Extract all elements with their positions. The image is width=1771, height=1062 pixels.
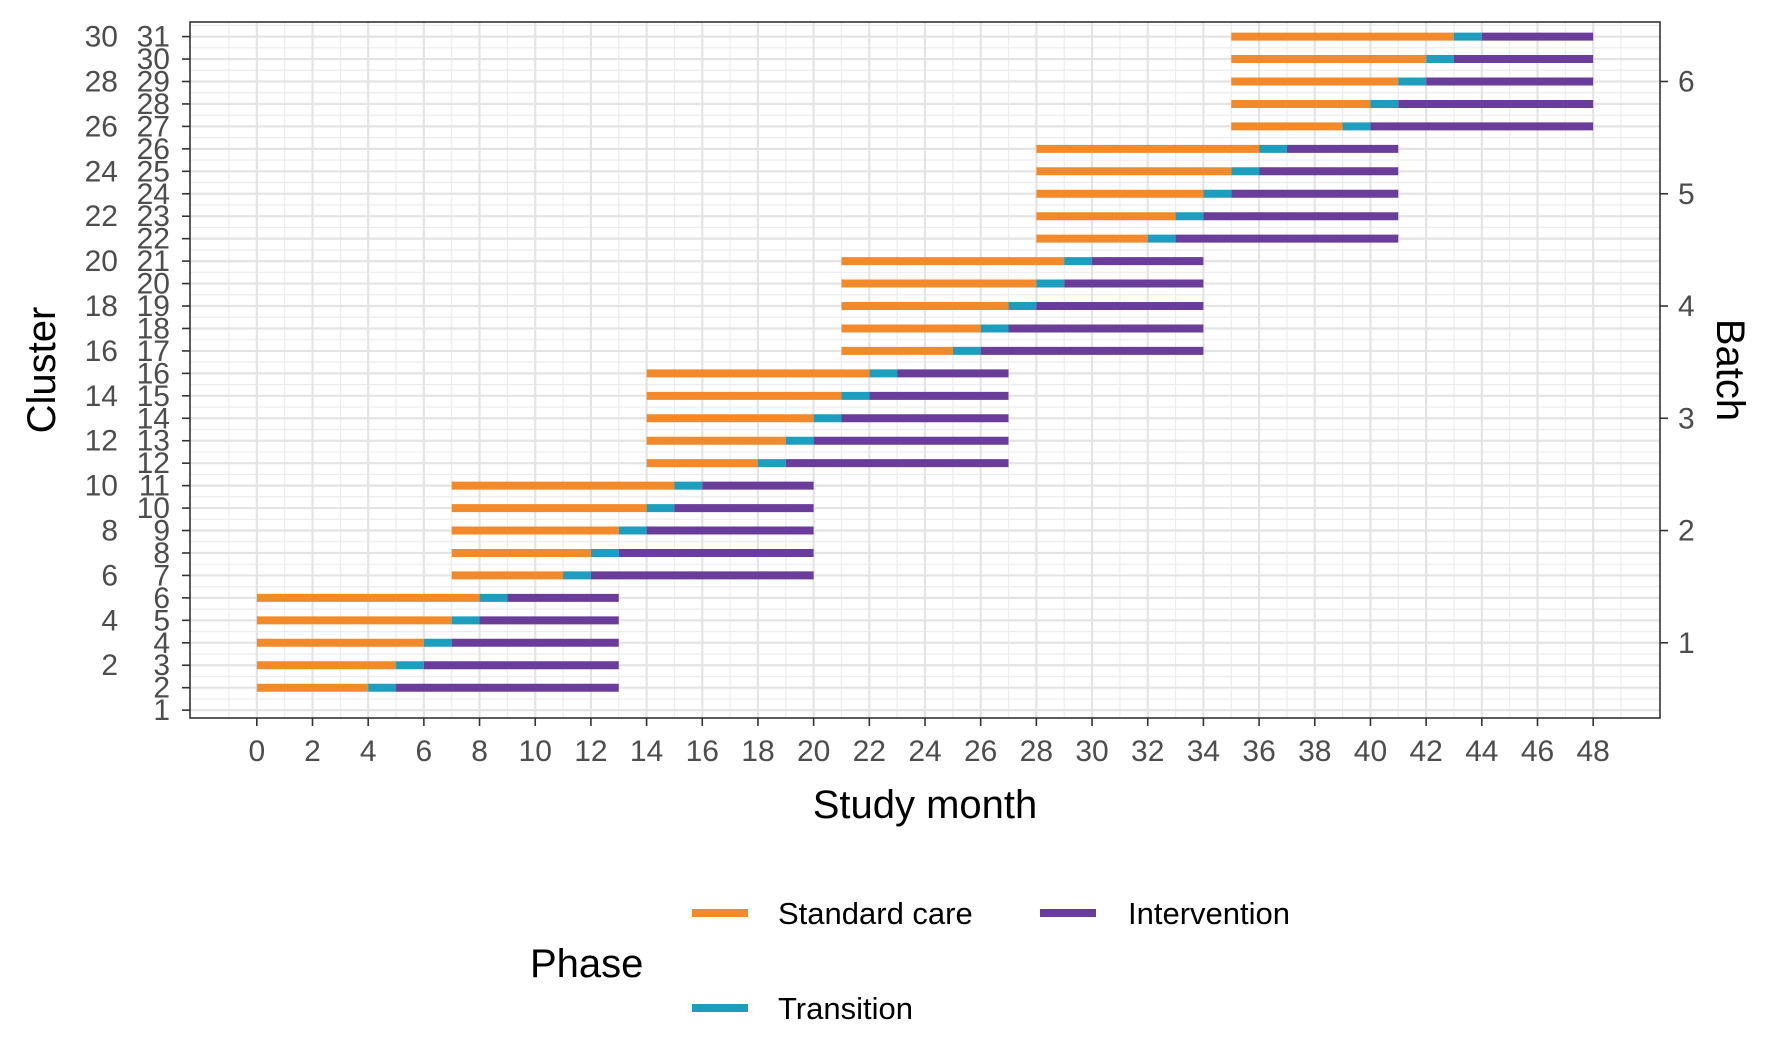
y-tick-label: 15 (137, 380, 170, 413)
legend-label-standard-care: Standard care (778, 896, 973, 931)
batch-tick-label: 4 (1678, 290, 1695, 323)
y-tick-label: 3 (153, 649, 170, 682)
y-tick-label: 18 (137, 312, 170, 345)
x-tick-label: 18 (741, 735, 774, 768)
x-tick-label: 34 (1187, 735, 1220, 768)
y-tick-label: 13 (137, 425, 170, 458)
x-tick-label: 42 (1409, 735, 1442, 768)
x-tick-label: 22 (853, 735, 886, 768)
y-tick-label: 31 (137, 21, 170, 54)
x-tick-label: 44 (1465, 735, 1498, 768)
batch-tick-label: 6 (1678, 65, 1695, 98)
x-axis-title: Study month (813, 783, 1038, 827)
y-tick-label: 21 (137, 245, 170, 278)
x-tick-label: 24 (908, 735, 941, 768)
right-axis-title: Batch (1708, 319, 1752, 421)
x-tick-label: 30 (1075, 735, 1108, 768)
cluster-label: 8 (101, 515, 118, 548)
phase-bars (256, 32, 1594, 692)
batch-tick-label: 5 (1678, 178, 1695, 211)
cluster-label: 12 (85, 425, 118, 458)
legend-label-intervention: Intervention (1128, 896, 1290, 931)
y-tick-label: 29 (137, 65, 170, 98)
y-axis-title: Cluster (20, 307, 64, 434)
cluster-label: 4 (101, 604, 118, 637)
y-tick-label: 2 (153, 672, 170, 705)
x-tick-label: 28 (1020, 735, 1053, 768)
x-tick-label: 12 (574, 735, 607, 768)
x-tick-label: 6 (416, 735, 433, 768)
cluster-label: 18 (85, 290, 118, 323)
cluster-label: 28 (85, 65, 118, 98)
y-tick-label: 25 (137, 155, 170, 188)
y-tick-label: 28 (137, 88, 170, 121)
cluster-label: 6 (101, 559, 118, 592)
legend-title: Phase (530, 942, 643, 986)
x-tick-label: 10 (519, 735, 552, 768)
y-tick-label: 9 (153, 515, 170, 548)
cluster-label: 22 (85, 200, 118, 233)
y-tick-label: 30 (137, 43, 170, 76)
cluster-label: 20 (85, 245, 118, 278)
cluster-label: 16 (85, 335, 118, 368)
y-tick-label: 16 (137, 357, 170, 390)
x-tick-label: 48 (1576, 735, 1609, 768)
cluster-label: 10 (85, 470, 118, 503)
x-tick-label: 0 (248, 735, 265, 768)
legend-label-transition: Transition (778, 991, 913, 1026)
y-tick-label: 5 (153, 604, 170, 637)
axis-ticks: 0 2 4 6 8 10 12 14 16 18 20 22 24 26 28 30 32 34 36 38 40 42 4… (85, 21, 1695, 768)
y-tick-label: 12 (137, 447, 170, 480)
cluster-label: 14 (85, 380, 118, 413)
y-tick-label: 26 (137, 133, 170, 166)
y-tick-label: 23 (137, 200, 170, 233)
y-tick-label: 6 (153, 582, 170, 615)
x-tick-label: 14 (630, 735, 663, 768)
batch-tick-label: 3 (1678, 402, 1695, 435)
y-tick-label: 24 (137, 178, 170, 211)
x-tick-label: 38 (1298, 735, 1331, 768)
y-tick-label: 20 (137, 268, 170, 301)
cluster-label: 2 (101, 649, 118, 682)
y-tick-label: 17 (137, 335, 170, 368)
x-tick-label: 8 (471, 735, 488, 768)
y-tick-label: 7 (153, 559, 170, 592)
y-tick-label: 1 (153, 694, 170, 727)
x-tick-label: 36 (1242, 735, 1275, 768)
cluster-label: 30 (85, 21, 118, 54)
y-tick-label: 19 (137, 290, 170, 323)
y-tick-label: 27 (137, 110, 170, 143)
x-tick-label: 4 (360, 735, 377, 768)
legend: Phase Standard care Intervention Transit… (530, 896, 1290, 1026)
y-tick-label: 4 (153, 627, 170, 660)
x-tick-label: 20 (797, 735, 830, 768)
batch-tick-label: 2 (1678, 515, 1695, 548)
y-tick-label: 14 (137, 402, 170, 435)
cluster-label: 24 (85, 155, 118, 188)
x-tick-label: 2 (304, 735, 321, 768)
y-tick-label: 10 (137, 492, 170, 525)
cluster-label: 26 (85, 110, 118, 143)
y-tick-label: 22 (137, 223, 170, 256)
x-tick-label: 32 (1131, 735, 1164, 768)
batch-tick-label: 1 (1678, 627, 1695, 660)
grid-lines (190, 22, 1660, 718)
y-tick-label: 8 (153, 537, 170, 570)
x-tick-label: 16 (686, 735, 719, 768)
x-tick-label: 26 (964, 735, 997, 768)
y-tick-label: 11 (139, 470, 170, 503)
x-tick-label: 46 (1521, 735, 1554, 768)
x-tick-label: 40 (1354, 735, 1387, 768)
